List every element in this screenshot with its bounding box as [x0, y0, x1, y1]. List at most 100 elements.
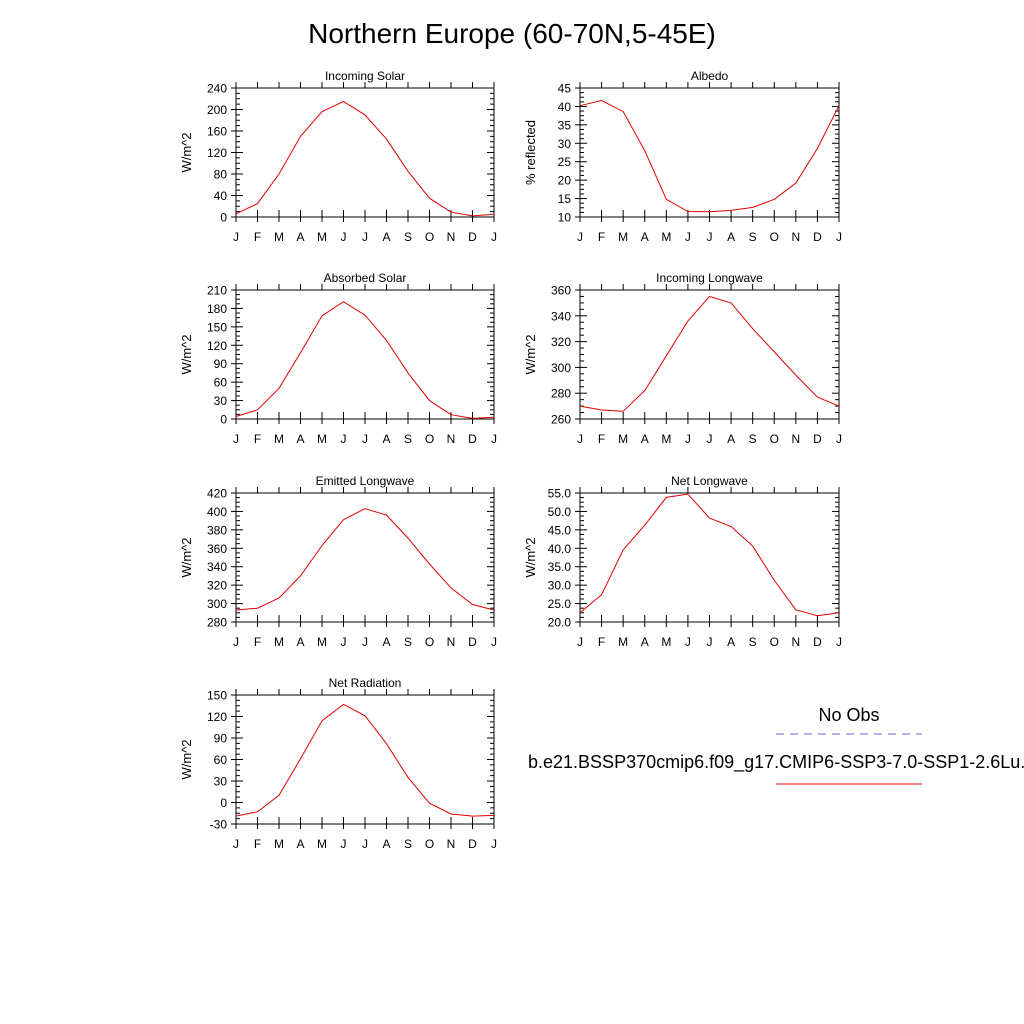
incoming-solar-frame	[235, 87, 495, 218]
net-longwave-ytick-label: 20.0	[548, 616, 572, 630]
incoming-solar-xtick-label: J	[341, 230, 347, 244]
absorbed-solar-ylabel: W/m^2	[179, 334, 194, 374]
albedo-ytick-label: 15	[558, 192, 572, 206]
legend-case-line	[776, 783, 922, 785]
net-radiation-ytick-label: 150	[207, 689, 227, 703]
net-longwave-ytick-label: 55.0	[548, 487, 572, 501]
net-radiation-xtick-label: N	[447, 837, 456, 851]
emitted-longwave-xtick-label: J	[233, 635, 239, 649]
absorbed-solar-title: Absorbed Solar	[324, 271, 407, 285]
net-longwave-ytick-label: 50.0	[548, 505, 572, 519]
incoming-solar-xtick-label: A	[296, 230, 304, 244]
net-longwave-xtick-label: J	[685, 635, 691, 649]
net-longwave-xtick-label: A	[641, 635, 649, 649]
incoming-solar-ytick-label: 200	[207, 103, 227, 117]
absorbed-solar-ytick-label: 150	[207, 320, 227, 334]
emitted-longwave-xtick-label: S	[404, 635, 412, 649]
legend-obs-label: No Obs	[818, 705, 880, 725]
albedo-xtick-label: J	[836, 230, 842, 244]
absorbed-solar-series-line	[235, 301, 495, 419]
incoming-solar-ytick-label: 0	[220, 211, 227, 225]
incoming-solar-xtick-label: O	[425, 230, 434, 244]
net-radiation-ytick-label: 60	[214, 753, 228, 767]
incoming-longwave-xtick-label: J	[685, 432, 691, 446]
emitted-longwave-xtick-label: J	[362, 635, 368, 649]
net-radiation-xtick-label: J	[233, 837, 239, 851]
net-longwave-ytick-label: 35.0	[548, 560, 572, 574]
net-radiation-xtick-label: F	[254, 837, 261, 851]
incoming-solar-series-line	[235, 100, 495, 217]
net-radiation-ytick-label: 120	[207, 710, 227, 724]
albedo-xtick-label: F	[598, 230, 605, 244]
net-radiation-xtick-label: D	[468, 837, 477, 851]
net-longwave-ytick-label: 45.0	[548, 523, 572, 537]
incoming-longwave-xtick-label: D	[813, 432, 822, 446]
net-radiation-xtick-label: J	[362, 837, 368, 851]
panel-absorbed-solar: Absorbed Solar W/m^2 0 30 60 90 120 150 180 210 J F…	[179, 271, 497, 446]
incoming-longwave-xtick-label: A	[641, 432, 649, 446]
absorbed-solar-xtick-label: A	[382, 432, 390, 446]
absorbed-solar-xtick-label: A	[296, 432, 304, 446]
net-longwave-xtick-label: J	[707, 635, 713, 649]
net-longwave-title: Net Longwave	[671, 474, 748, 488]
absorbed-solar-xtick-label: J	[491, 432, 497, 446]
incoming-longwave-xtick-label: M	[661, 432, 671, 446]
absorbed-solar-ytick-label: 60	[214, 376, 228, 390]
incoming-longwave-ytick-label: 340	[551, 309, 571, 323]
emitted-longwave-frame	[235, 492, 495, 623]
albedo-ytick-label: 10	[558, 211, 572, 225]
absorbed-solar-xtick-label: J	[233, 432, 239, 446]
panel-net-longwave: Net Longwave W/m^2 20.0 25.0 30.0 35.0 40.0 45.…	[523, 474, 842, 649]
absorbed-solar-xtick-label: J	[341, 432, 347, 446]
incoming-longwave-series-line	[579, 295, 840, 412]
net-radiation-ylabel: W/m^2	[179, 739, 194, 779]
incoming-longwave-xtick-label: M	[618, 432, 628, 446]
absorbed-solar-xtick-label: M	[274, 432, 284, 446]
absorbed-solar-xtick-label: S	[404, 432, 412, 446]
emitted-longwave-xtick-label: J	[341, 635, 347, 649]
net-longwave-series-line	[579, 493, 840, 617]
absorbed-solar-ytick-label: 180	[207, 302, 227, 316]
net-longwave-ytick-label: 40.0	[548, 542, 572, 556]
net-longwave-xtick-label: J	[836, 635, 842, 649]
net-longwave-xtick-label: M	[618, 635, 628, 649]
incoming-longwave-xtick-label: S	[749, 432, 757, 446]
incoming-solar-xtick-label: F	[254, 230, 261, 244]
emitted-longwave-xtick-label: M	[274, 635, 284, 649]
emitted-longwave-ytick-label: 380	[207, 523, 227, 537]
legend-obs-line	[776, 733, 922, 735]
emitted-longwave-ytick-label: 400	[207, 505, 227, 519]
emitted-longwave-xtick-label: J	[491, 635, 497, 649]
figure-title: Northern Europe (60-70N,5-45E)	[308, 18, 716, 49]
incoming-solar-ylabel: W/m^2	[179, 132, 194, 172]
absorbed-solar-ytick-label: 210	[207, 284, 227, 298]
net-longwave-ylabel: W/m^2	[523, 537, 538, 577]
emitted-longwave-series-line	[235, 508, 495, 611]
albedo-xtick-label: J	[707, 230, 713, 244]
absorbed-solar-frame	[235, 289, 495, 420]
emitted-longwave-ytick-label: 340	[207, 560, 227, 574]
emitted-longwave-xtick-label: M	[317, 635, 327, 649]
net-radiation-xtick-label: O	[425, 837, 434, 851]
incoming-solar-ytick-label: 40	[214, 189, 228, 203]
incoming-longwave-ytick-label: 360	[551, 284, 571, 298]
emitted-longwave-xtick-label: O	[425, 635, 434, 649]
albedo-series-line	[579, 99, 840, 213]
albedo-frame	[579, 87, 840, 218]
net-radiation-title: Net Radiation	[329, 676, 402, 690]
net-longwave-xtick-label: J	[577, 635, 583, 649]
absorbed-solar-xtick-label: N	[447, 432, 456, 446]
albedo-xtick-label: S	[749, 230, 757, 244]
incoming-solar-xtick-label: M	[274, 230, 284, 244]
net-radiation-series-line	[235, 703, 495, 817]
panel-emitted-longwave: Emitted Longwave W/m^2 280 300 320 340 360 380 4…	[179, 474, 497, 649]
incoming-longwave-xtick-label: J	[836, 432, 842, 446]
absorbed-solar-xtick-label: M	[317, 432, 327, 446]
albedo-ylabel: % reflected	[523, 120, 538, 185]
panel-incoming-longwave: Incoming Longwave W/m^2 260 280 300 320 340 360…	[523, 271, 842, 446]
emitted-longwave-xtick-label: A	[296, 635, 304, 649]
emitted-longwave-xtick-label: N	[447, 635, 456, 649]
incoming-solar-title: Incoming Solar	[325, 69, 405, 83]
